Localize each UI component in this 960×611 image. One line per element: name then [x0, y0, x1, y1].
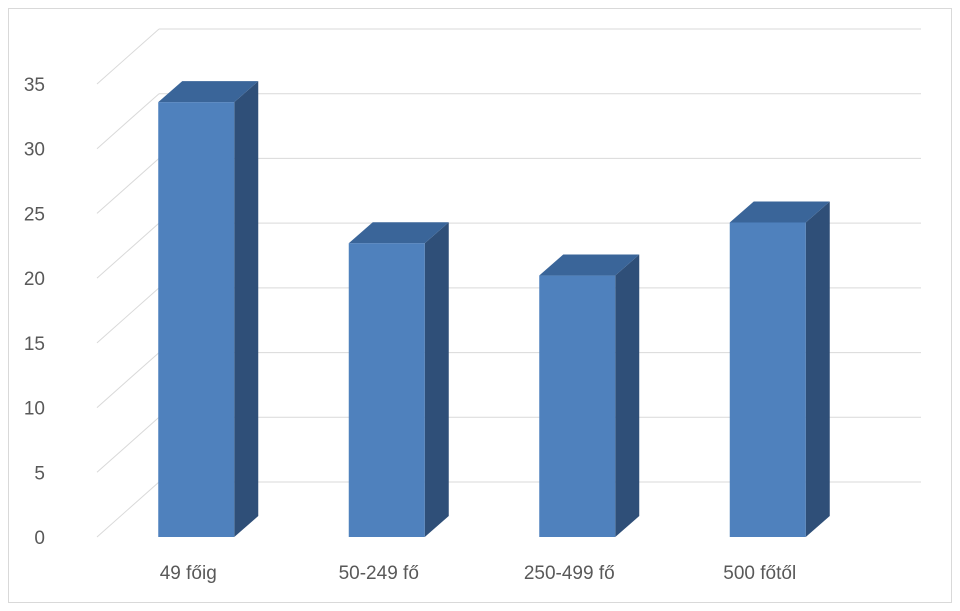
bar-top: [158, 81, 259, 103]
bar-chart: 0 5 10 15 20 25 30 35 49 főig 50-249 fő 250-499 fő…: [24, 28, 921, 584]
gridline-side: [96, 222, 160, 279]
y-tick-label: 10: [24, 399, 45, 420]
y-tick-label: 15: [24, 334, 45, 355]
bar-side: [234, 81, 259, 538]
bar-top: [539, 254, 640, 276]
y-tick-label: 5: [34, 463, 45, 484]
bar: [348, 243, 425, 537]
x-tick-label: 500 főtől: [723, 563, 796, 584]
bar-side: [424, 222, 449, 537]
gridline-side: [96, 28, 160, 85]
gridline-side: [96, 481, 160, 538]
y-tick-label: 35: [24, 75, 45, 96]
chart-area: 0 5 10 15 20 25 30 35 49 főig 50-249 fő 250-499 fő…: [8, 8, 952, 603]
gridline-side: [96, 93, 160, 150]
gridline-side: [96, 416, 160, 473]
bar-side: [805, 201, 830, 537]
gridline-side: [96, 287, 160, 344]
gridline-side: [96, 352, 160, 408]
y-tick-label: 30: [24, 140, 45, 161]
x-tick-label: 49 főig: [160, 563, 217, 584]
y-tick-label: 25: [24, 204, 45, 225]
bar-top: [348, 222, 449, 244]
x-tick-label: 50-249 fő: [339, 563, 419, 584]
bar-side: [615, 254, 640, 537]
gridline-side: [96, 158, 160, 214]
bar: [729, 222, 806, 537]
y-tick-label: 20: [24, 269, 45, 290]
y-tick-label: 0: [34, 528, 45, 549]
x-tick-label: 250-499 fő: [524, 563, 615, 584]
bar-top: [729, 201, 830, 223]
bar: [539, 275, 616, 537]
bar: [158, 102, 235, 538]
